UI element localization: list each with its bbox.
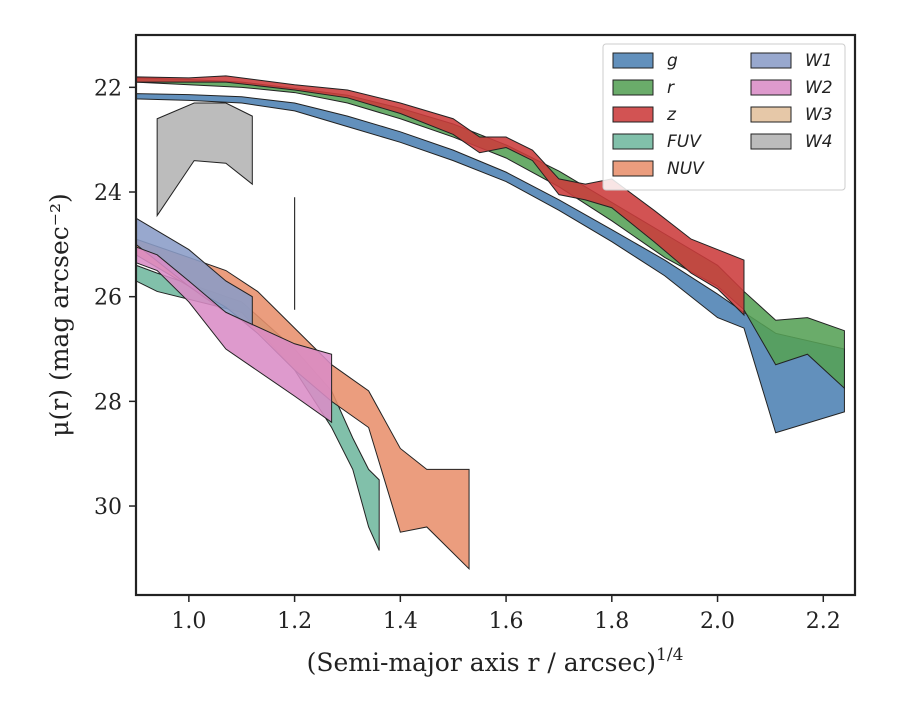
legend-swatch-nuv [612,160,654,177]
legend: grz FUV NUV W1 W2 W3 W4 [602,43,846,191]
legend-swatch-fuv [612,133,654,150]
y-tick-label: 30 [94,495,122,520]
legend-swatch-w4 [750,133,792,150]
x-tick-label: 2.0 [700,609,735,634]
band-z [135,75,745,317]
legend-label-g: g [667,51,678,71]
legend-label-w1: W1 [805,51,833,71]
x-tick-label: 1.6 [489,609,524,634]
legend-label-w2: W2 [805,78,833,98]
legend-swatch-w2 [750,79,792,96]
y-axis-ticks: 22 24 26 28 30 [94,76,136,520]
x-axis-label: (Semi-major axis r / arcsec)1/4 [307,645,684,677]
legend-label-nuv: NUV [667,159,705,179]
band-g [135,93,845,434]
legend-label-w3: W3 [805,105,833,125]
x-axis-ticks: 1.0 1.2 1.4 1.6 1.8 2.0 2.2 [171,595,841,634]
band-w4 [156,102,253,218]
legend-swatch-g [612,52,654,69]
x-tick-label: 1.4 [383,609,418,634]
legend-label-z: z [666,105,677,125]
legend-label-r: r [667,78,675,98]
legend-swatch-w3 [750,106,792,123]
legend-swatch-w1 [750,52,792,69]
x-tick-label: 1.2 [277,609,312,634]
x-tick-label: 2.2 [806,609,841,634]
y-tick-label: 26 [94,286,122,311]
x-tick-label: 1.0 [171,609,206,634]
y-axis-label: μ(r) (mag arcsec⁻²) [45,193,74,436]
y-tick-label: 24 [94,181,122,206]
y-tick-label: 22 [94,76,122,101]
x-tick-label: 1.8 [594,609,629,634]
x-axis-label-exponent: 1/4 [656,645,683,665]
legend-label-w4: W4 [805,132,833,152]
legend-swatch-z [612,106,654,123]
x-axis-label-text: (Semi-major axis r / arcsec) [307,648,656,677]
y-tick-label: 28 [94,390,122,415]
bands-layer [135,75,845,571]
legend-label-fuv: FUV [667,132,702,152]
plot-frame [134,33,857,597]
legend-swatch-r [612,79,654,96]
band-w2 [135,246,333,424]
